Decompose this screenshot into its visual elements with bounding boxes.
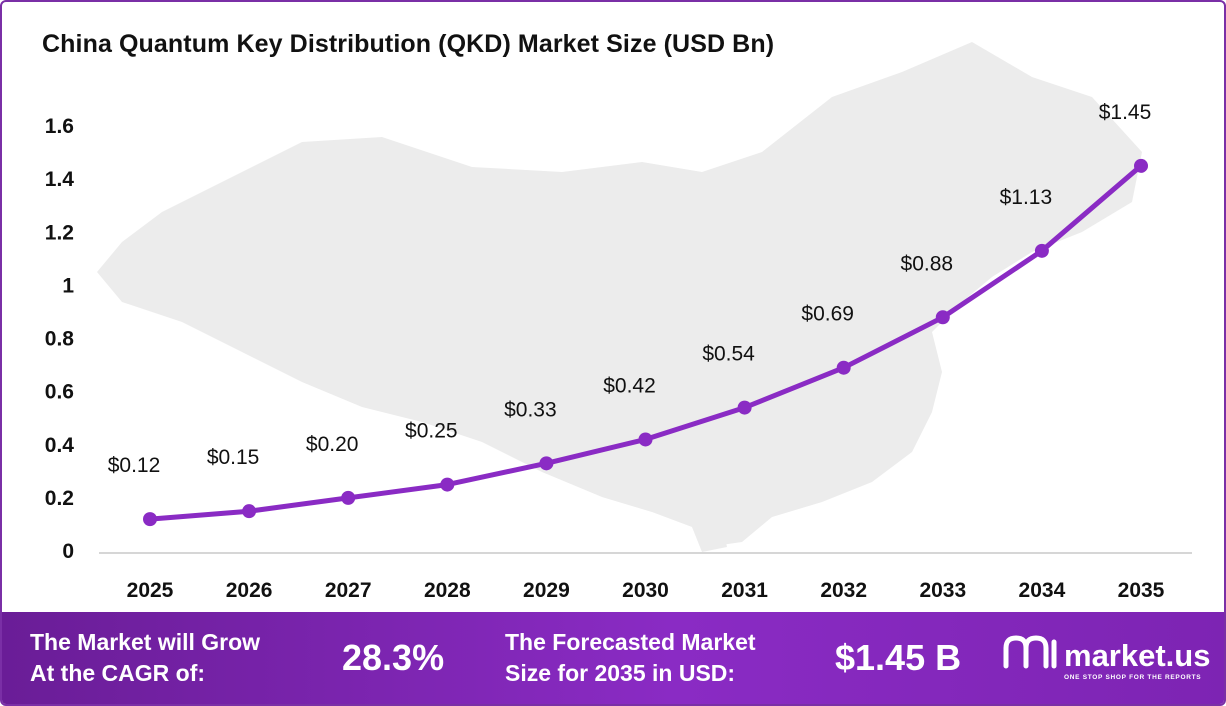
x-tick-label: 2031 xyxy=(721,579,768,602)
data-point xyxy=(539,456,554,471)
forecast-label: The Forecasted Market Size for 2035 in U… xyxy=(505,627,756,689)
y-axis: 0 0.2 0.4 0.6 0.8 1 1.2 1.4 1.6 xyxy=(45,115,75,563)
x-tick-label: 2030 xyxy=(622,579,669,602)
x-tick-label: 2032 xyxy=(820,579,867,602)
data-point xyxy=(143,512,157,527)
data-label: $0.20 xyxy=(306,433,359,456)
y-tick-label: 1 xyxy=(62,274,74,297)
data-label: $0.12 xyxy=(108,454,161,477)
x-tick-label: 2026 xyxy=(226,579,273,602)
y-tick-label: 0.4 xyxy=(45,434,75,457)
data-label: $0.88 xyxy=(901,252,954,275)
y-tick-label: 0.2 xyxy=(45,487,74,510)
y-tick-label: 1.2 xyxy=(45,221,74,244)
y-tick-label: 0.6 xyxy=(45,381,74,404)
y-tick-label: 1.6 xyxy=(45,115,74,138)
data-point xyxy=(242,504,257,519)
data-point xyxy=(1034,243,1049,258)
cagr-value: 28.3% xyxy=(342,637,445,678)
chart-area: 0 0.2 0.4 0.6 0.8 1 1.2 1.4 1.6 2025 2026 2027 2028… xyxy=(2,2,1224,612)
chart-title: China Quantum Key Distribution (QKD) Mar… xyxy=(42,30,775,58)
market-us-logo-icon xyxy=(1003,635,1057,669)
x-tick-label: 2033 xyxy=(919,579,966,602)
y-tick-label: 1.4 xyxy=(45,168,75,191)
x-tick-label: 2035 xyxy=(1118,579,1165,602)
data-point xyxy=(737,400,752,415)
x-tick-label: 2027 xyxy=(325,579,372,602)
forecast-label-line2: Size for 2035 in USD: xyxy=(505,660,736,686)
data-point xyxy=(935,310,950,325)
forecast-label-line1: The Forecasted Market xyxy=(505,629,756,655)
data-point xyxy=(638,432,653,447)
data-point xyxy=(1134,158,1148,173)
china-map-background xyxy=(97,42,1142,552)
data-points xyxy=(143,158,1148,527)
data-point xyxy=(341,490,356,505)
data-label: $1.45 xyxy=(1099,101,1152,124)
data-point xyxy=(836,360,851,375)
cagr-label-line2: At the CAGR of: xyxy=(30,660,206,686)
cagr-label-line1: The Market will Grow xyxy=(30,629,261,655)
x-tick-label: 2029 xyxy=(523,579,570,602)
data-label: $0.15 xyxy=(207,446,260,469)
data-point xyxy=(440,477,455,492)
data-labels: $0.12 $0.15 $0.20 $0.25 $0.33 $0.42 $0.54 $0.69… xyxy=(108,101,1152,477)
data-label: $0.54 xyxy=(702,343,755,366)
line-chart: 0 0.2 0.4 0.6 0.8 1 1.2 1.4 1.6 2025 2026 2027 2028… xyxy=(45,42,1192,602)
cagr-label: The Market will Grow At the CAGR of: xyxy=(30,627,260,689)
summary-banner: The Market will Grow At the CAGR of: 28.… xyxy=(2,612,1224,704)
data-label: $0.42 xyxy=(603,374,656,397)
market-us-logo[interactable]: market.us ONE STOP SHOP FOR THE REPORTS xyxy=(1002,634,1210,681)
brand-tagline: ONE STOP SHOP FOR THE REPORTS xyxy=(1064,674,1202,681)
forecast-value: $1.45 B xyxy=(835,637,962,678)
y-tick-label: 0.8 xyxy=(45,328,75,351)
x-axis: 2025 2026 2027 2028 2029 2030 2031 2032 2033 2034… xyxy=(127,579,1165,602)
y-tick-label: 0 xyxy=(62,540,74,563)
brand-name: market.us xyxy=(1064,638,1211,673)
data-label: $0.33 xyxy=(504,398,557,421)
data-label: $0.69 xyxy=(801,303,854,326)
x-tick-label: 2028 xyxy=(424,579,471,602)
data-label: $1.13 xyxy=(1000,186,1053,209)
x-tick-label: 2034 xyxy=(1019,579,1066,602)
data-label: $0.25 xyxy=(405,420,458,443)
x-tick-label: 2025 xyxy=(127,579,174,602)
